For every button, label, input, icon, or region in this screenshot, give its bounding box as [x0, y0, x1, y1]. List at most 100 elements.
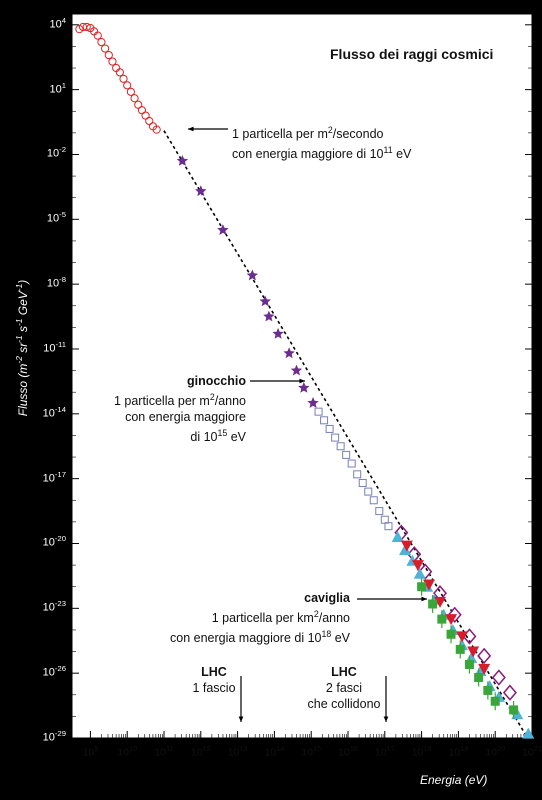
data-point-square-open	[364, 487, 373, 496]
x-tick-label: 1018	[411, 744, 432, 759]
data-point-star	[263, 310, 275, 322]
y-tick-label: 104	[49, 15, 66, 31]
data-point-circle	[119, 74, 128, 83]
y-tick-label: 10-23	[42, 599, 66, 614]
x-tick-label: 1012	[190, 744, 211, 759]
data-point-circle	[101, 44, 110, 53]
data-point-circle	[152, 125, 161, 134]
data-point-triangle-down	[400, 540, 413, 552]
arrow-lhc-1-head	[238, 716, 244, 722]
data-point-square	[474, 672, 484, 682]
data-point-square	[417, 582, 427, 592]
data-point-star	[298, 381, 310, 393]
data-point-triangle-up	[413, 567, 426, 579]
data-point-circle	[123, 81, 132, 90]
data-point-circle	[82, 22, 91, 32]
data-point-diamond	[502, 684, 517, 701]
data-point-triangle-up	[391, 531, 404, 543]
data-point-circle	[130, 94, 139, 103]
data-point-star	[217, 224, 229, 235]
x-axis-label: Energia (eV)	[420, 773, 488, 787]
data-point-square	[464, 660, 474, 670]
x-tick-label: 1014	[264, 744, 285, 759]
data-point-triangle-down	[467, 646, 480, 658]
x-tick-label: 1021	[522, 744, 542, 759]
arrow-ankle-head	[421, 596, 427, 602]
data-point-triangle-down	[411, 560, 424, 572]
y-tick-label: 10-8	[46, 275, 66, 290]
annotation-lhc-1: LHC 1 fascio	[192, 665, 236, 695]
x-tick-label: 1013	[227, 744, 248, 759]
data-point-square-open	[331, 433, 340, 442]
data-point-square-open	[375, 507, 384, 516]
data-point-square-open	[384, 522, 393, 531]
data-point-diamond	[447, 606, 462, 623]
data-point-circle	[126, 87, 135, 96]
annotation-ankle: caviglia 1 particella per km2/anno con e…	[170, 591, 350, 646]
chart-title: Flusso dei raggi cosmici	[330, 46, 494, 62]
y-tick-label: 10-14	[42, 404, 66, 420]
annotation-knee: ginocchio 1 particella per m2/anno con e…	[113, 374, 246, 445]
data-point-circle	[115, 68, 124, 77]
data-point-diamond	[491, 669, 506, 686]
data-point-star	[259, 295, 271, 307]
data-point-circle	[97, 37, 106, 47]
data-point-triangle-down	[445, 614, 458, 626]
annotation-lhc-2: LHC 2 fasci che collidono	[307, 665, 381, 711]
power-law-fit-line	[163, 130, 531, 743]
data-point-star	[195, 185, 207, 197]
data-point-square-open	[347, 459, 356, 468]
data-point-square-open	[369, 496, 378, 505]
data-point-square	[509, 705, 519, 715]
data-point-triangle-down	[456, 631, 469, 643]
y-tick-label: 10-11	[43, 339, 66, 355]
x-tick-label: 1020	[485, 744, 506, 759]
x-tick-label: 1016	[338, 744, 358, 759]
data-point-square	[437, 614, 447, 624]
annotation-1pps-line1: 1 particella per m2/secondo	[232, 125, 384, 142]
data-point-triangle-up	[522, 727, 535, 739]
data-point-star	[307, 397, 319, 408]
y-tick-label: 10-29	[42, 729, 66, 744]
data-point-circle	[108, 57, 117, 66]
data-point-star	[290, 364, 303, 376]
data-point-square	[483, 685, 493, 695]
data-point-star	[176, 155, 189, 166]
y-tick-label: 10-26	[42, 664, 66, 679]
data-point-star	[246, 269, 258, 281]
data-point-circle	[93, 31, 102, 40]
annotation-1pps-line2: con energia maggiore di 1011 eV	[232, 145, 412, 162]
annotation-knee-title: ginocchio	[186, 374, 246, 388]
y-tick-label: 10-2	[46, 145, 66, 161]
data-point-square	[455, 644, 465, 654]
data-point-square-open	[358, 478, 367, 487]
x-tick-label: 1017	[374, 744, 395, 759]
arrow-lhc-2-head	[383, 716, 389, 722]
x-tick-label: 109	[82, 744, 99, 759]
data-point-square	[490, 696, 500, 706]
data-point-square-open	[325, 424, 334, 433]
data-point-star	[283, 347, 295, 359]
plot-frame	[71, 13, 533, 739]
data-point-square-open	[320, 416, 329, 425]
annotation-ankle-title: caviglia	[304, 591, 350, 605]
data-point-star	[272, 327, 284, 339]
annotation-1pps: 1 particella per m2/secondo con energia …	[232, 122, 411, 162]
data-point-circle	[104, 50, 113, 60]
data-point-square-open	[353, 470, 362, 479]
x-tick-label: 1019	[448, 744, 469, 759]
x-tick-label: 1010	[117, 744, 138, 759]
y-tick-label: 10-5	[46, 210, 66, 225]
y-tick-label: 10-20	[42, 534, 66, 550]
arrow-1pps-head	[188, 126, 194, 132]
plot-area	[72, 14, 532, 738]
data-point-square-open	[380, 515, 389, 524]
x-tick-label: 1015	[301, 744, 322, 759]
y-tick-label: 101	[49, 80, 66, 96]
data-point-square	[446, 629, 456, 639]
data-point-triangle-down	[478, 663, 491, 675]
arrow-knee-head	[299, 378, 305, 384]
y-tick-label: 10-17	[42, 469, 66, 485]
